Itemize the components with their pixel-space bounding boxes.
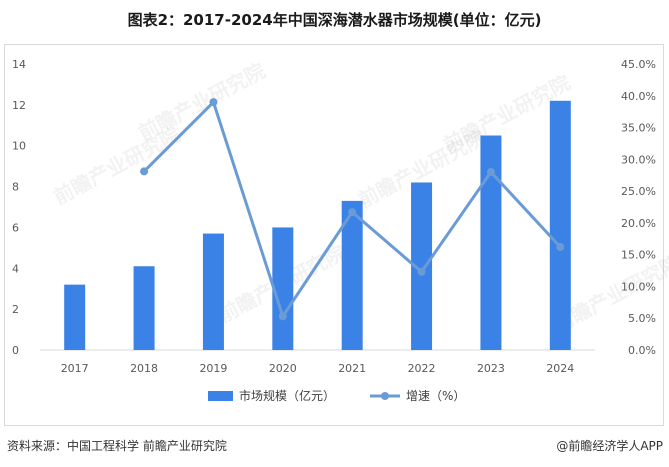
x-tick-label: 2024 [546,362,574,375]
y-right-tick-label: 25.0% [621,185,656,198]
bar-2024 [549,100,571,351]
bar-2018 [133,266,155,350]
credit-note: @前瞻经济学人APP [556,439,663,453]
line-layer [140,98,565,321]
source-note: 资料来源：中国工程科学 前瞻产业研究院 [7,439,227,453]
x-tick-label: 2023 [477,362,505,375]
y-left-tick-label: 14 [12,58,26,71]
y-right-tick-label: 10.0% [621,280,656,293]
legend-line-label: 增速（%） [406,389,465,403]
y-left-tick-label: 0 [12,344,19,357]
legend-bar-swatch [208,391,233,401]
x-tick-label: 2020 [269,362,297,375]
y-left-tick-label: 12 [12,99,26,112]
x-tick-label: 2021 [338,362,366,375]
y-right-tick-label: 0.0% [628,344,656,357]
growth-point-2022 [417,267,426,276]
y-left-tick-label: 6 [12,221,19,234]
legend: 市场规模（亿元） 增速（%） [208,388,465,403]
y-right-tick-label: 45.0% [621,58,656,71]
bar-2021 [341,200,363,350]
y-left-tick-label: 2 [12,303,19,316]
y-left-tick-label: 8 [12,181,19,194]
y-left-tick-label: 10 [12,140,26,153]
growth-point-2020 [278,312,287,321]
x-tick-label: 2018 [130,362,158,375]
y-right-tick-label: 5.0% [628,312,656,325]
x-tick-label: 2022 [408,362,436,375]
bar-2017 [64,284,86,350]
y-left-tick-label: 4 [12,262,19,275]
y-right-tick-label: 40.0% [621,90,656,103]
chart-frame [4,44,664,426]
bar-layer [64,100,571,351]
growth-point-2021 [348,208,357,217]
bar-2023 [480,135,502,350]
growth-point-2024 [556,243,565,252]
y-right-tick-label: 30.0% [621,153,656,166]
watermark-text: 前瞻产业研究院 [49,122,184,209]
y-right-tick-label: 15.0% [621,249,656,262]
y-right-tick-label: 35.0% [621,122,656,135]
growth-point-2023 [486,168,495,177]
bar-2019 [202,233,224,350]
chart-title: 图表2：2017-2024年中国深海潜水器市场规模(单位：亿元) [127,11,542,29]
growth-point-2019 [209,98,218,107]
y-right-tick-label: 20.0% [621,217,656,230]
growth-point-2018 [140,167,149,176]
bar-2022 [411,182,433,350]
x-tick-label: 2019 [199,362,227,375]
legend-bar-label: 市场规模（亿元） [239,388,335,403]
axis-layer: 0 2 4 6 8 10 12 14 0.0% 5.0% 10.0% 15.0% 20.0% 25.0% 3… [12,58,656,375]
legend-line-marker [381,392,389,400]
bar-2020 [272,227,294,350]
x-tick-label: 2017 [61,362,89,375]
